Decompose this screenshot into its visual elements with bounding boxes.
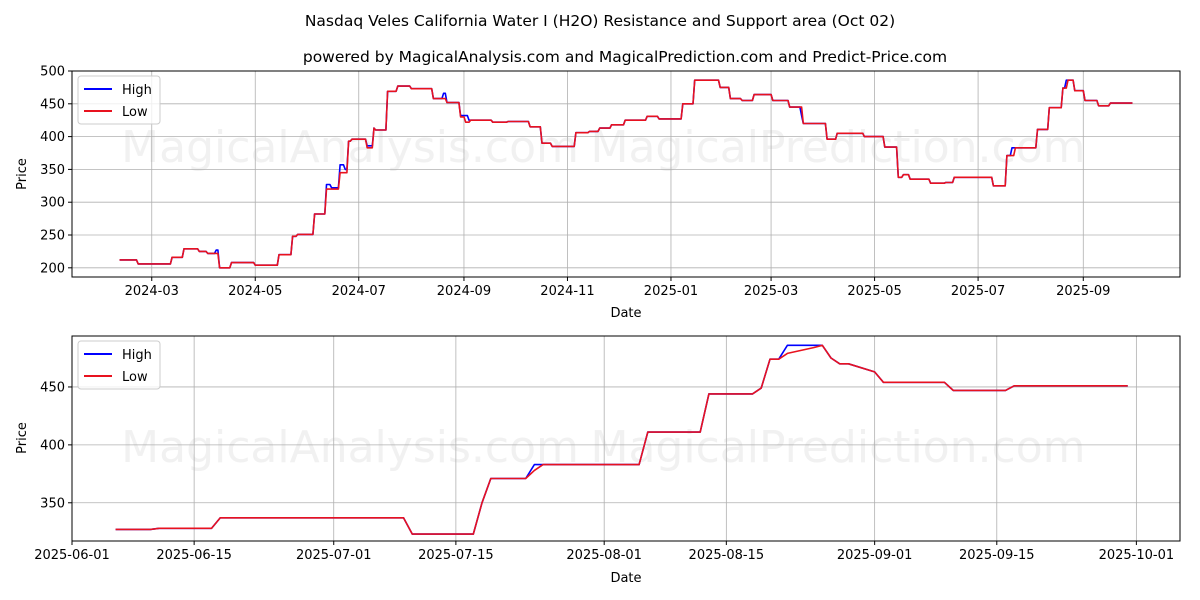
high-series-line [119, 79, 1133, 269]
y-tick-label: 350 [40, 163, 65, 178]
x-axis-label: Date [610, 571, 641, 586]
y-tick-label: 200 [40, 261, 65, 276]
low-series-line [115, 344, 1128, 535]
x-tick-label: 2024-11 [540, 284, 594, 299]
x-tick-label: 2025-08-15 [689, 548, 765, 563]
x-tick-label: 2025-05 [847, 284, 901, 299]
y-tick-label: 400 [40, 438, 65, 453]
x-tick-label: 2024-09 [437, 284, 491, 299]
x-tick-label: 2025-10-01 [1099, 548, 1175, 563]
legend-high-label: High [122, 83, 152, 98]
x-tick-label: 2025-07 [951, 284, 1005, 299]
watermark: MagicalAnalysis.com [121, 122, 579, 173]
legend-low-label: Low [122, 105, 148, 120]
y-tick-label: 450 [40, 97, 65, 112]
x-tick-label: 2025-07-01 [296, 548, 372, 563]
legend-low-label: Low [122, 370, 148, 385]
top-chart: MagicalAnalysis.com MagicalPrediction.com… [15, 65, 1181, 321]
y-axis-label: Price [15, 158, 30, 190]
y-tick-label: 400 [40, 130, 65, 145]
y-tick-label: 500 [40, 65, 65, 80]
x-tick-label: 2025-09 [1056, 284, 1110, 299]
legend-high-label: High [122, 348, 152, 363]
y-tick-label: 350 [40, 496, 65, 511]
y-axis-label: Price [15, 422, 30, 454]
x-tick-label: 2025-07-15 [418, 548, 494, 563]
x-tick-label: 2025-06-01 [34, 548, 110, 563]
low-series-line [119, 79, 1133, 269]
chart-title: Nasdaq Veles California Water I (H2O) Re… [305, 12, 895, 30]
x-tick-label: 2024-05 [228, 284, 282, 299]
y-tick-label: 300 [40, 196, 65, 211]
x-tick-label: 2024-07 [332, 284, 386, 299]
x-tick-label: 2025-01 [644, 284, 698, 299]
watermark: MagicalPrediction.com [591, 122, 1086, 173]
x-tick-label: 2024-03 [125, 284, 179, 299]
plot-frame [71, 335, 1181, 542]
x-tick-label: 2025-09-15 [959, 548, 1035, 563]
plot-frame [71, 70, 1181, 278]
legend: High Low [77, 340, 161, 390]
x-tick-label: 2025-06-15 [156, 548, 232, 563]
x-tick-label: 2025-03 [744, 284, 798, 299]
chart-subtitle: powered by MagicalAnalysis.com and Magic… [303, 48, 947, 66]
legend: High Low [77, 75, 161, 125]
x-axis-label: Date [610, 306, 641, 321]
watermark: MagicalAnalysis.com [121, 422, 579, 473]
watermark: MagicalPrediction.com [591, 422, 1086, 473]
bottom-chart: MagicalAnalysis.com MagicalPrediction.com… [15, 335, 1181, 586]
x-tick-label: 2025-09-01 [837, 548, 913, 563]
y-tick-label: 250 [40, 229, 65, 244]
x-tick-label: 2025-08-01 [566, 548, 642, 563]
y-tick-label: 450 [40, 380, 65, 395]
